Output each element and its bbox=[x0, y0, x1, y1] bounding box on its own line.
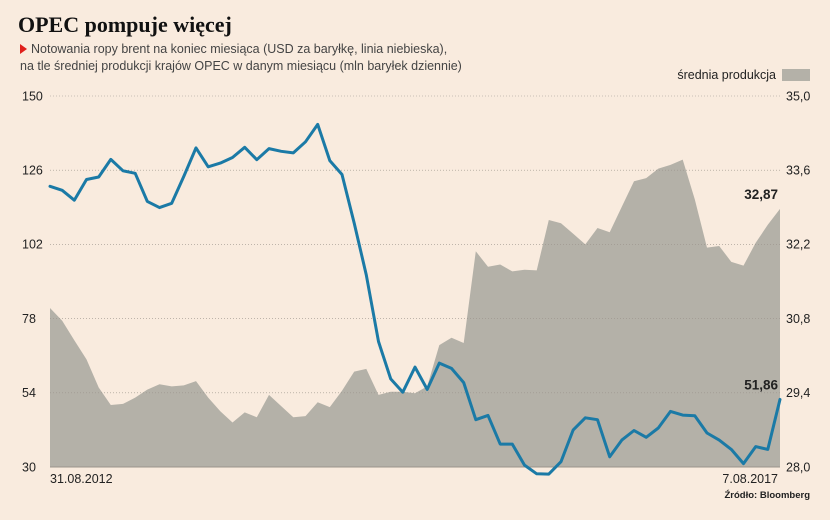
chart-subtitle-line2: na tle średniej produkcji krajów OPEC w … bbox=[20, 59, 462, 73]
x-start-label: 31.08.2012 bbox=[50, 472, 113, 486]
x-end-label: 7.08.2017 bbox=[722, 472, 778, 486]
source-note: Źródło: Bloomberg bbox=[724, 490, 811, 501]
price-end-label: 51,86 bbox=[744, 377, 778, 392]
legend-label: średnia produkcja bbox=[677, 68, 776, 82]
right-tick-label: 33,6 bbox=[786, 163, 810, 177]
right-tick-label: 29,4 bbox=[786, 386, 810, 400]
subtitle-line1-text: Notowania ropy brent na koniec miesiąca … bbox=[31, 42, 448, 56]
chart-title: OPEC pompuje więcej bbox=[18, 12, 232, 37]
production-end-label: 32,87 bbox=[744, 187, 778, 202]
legend: średnia produkcja bbox=[677, 68, 810, 82]
brent-price-line bbox=[48, 122, 782, 476]
left-tick-label: 30 bbox=[22, 460, 36, 474]
left-tick-label: 78 bbox=[22, 312, 36, 326]
right-tick-label: 32,2 bbox=[786, 238, 810, 252]
right-tick-label: 35,0 bbox=[786, 89, 810, 103]
left-tick-label: 126 bbox=[22, 163, 43, 177]
legend-swatch bbox=[782, 69, 810, 81]
right-tick-label: 28,0 bbox=[786, 460, 810, 474]
production-area bbox=[50, 159, 780, 467]
left-tick-label: 54 bbox=[22, 386, 36, 400]
chart-subtitle-line1: Notowania ropy brent na koniec miesiąca … bbox=[20, 42, 447, 56]
right-tick-label: 30,8 bbox=[786, 312, 810, 326]
left-tick-label: 102 bbox=[22, 238, 43, 252]
left-tick-label: 150 bbox=[22, 89, 43, 103]
red-triangle-icon bbox=[20, 43, 27, 54]
